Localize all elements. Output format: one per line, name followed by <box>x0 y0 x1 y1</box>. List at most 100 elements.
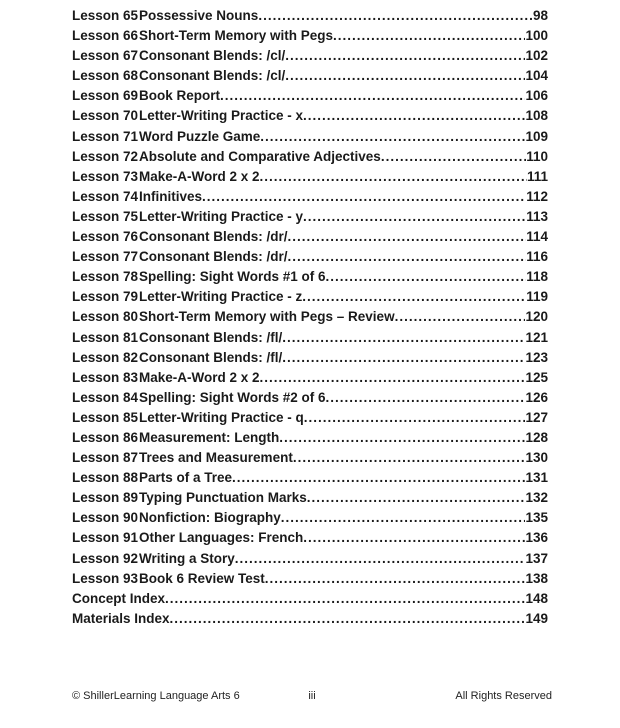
toc-entry: Lesson 87 Trees and Measurement 130 <box>72 450 548 470</box>
toc-entry-title: Concept Index <box>72 590 166 606</box>
toc-entry: Lesson 89 Typing Punctuation Marks 132 <box>72 490 548 510</box>
toc-entry-title: Possessive Nouns <box>139 8 259 23</box>
toc-entry: Concept Index 148 <box>72 591 548 611</box>
toc-leader-dots <box>288 229 527 244</box>
toc-entry-title: Infinitives <box>139 188 203 204</box>
toc-entry: Lesson 65 Possessive Nouns 98 <box>72 8 548 28</box>
footer-page-number: iii <box>308 690 316 702</box>
toc-entry: Lesson 73 Make-A-Word 2 x 2 111 <box>72 169 548 189</box>
toc-entry-title: Trees and Measurement <box>139 450 293 466</box>
toc-entry-title: Parts of a Tree <box>139 470 233 486</box>
toc-leader-dots <box>260 370 526 385</box>
toc-entry: Lesson 82 Consonant Blends: /fl/ 123 <box>72 350 548 370</box>
toc-leader-dots <box>395 309 526 324</box>
toc-entry: Lesson 76 Consonant Blends: /dr/ 114 <box>72 229 548 249</box>
toc-entry-lesson-label: Lesson 67 <box>72 48 139 64</box>
footer-rights: All Rights Reserved <box>455 690 552 702</box>
toc-entry-title: Spelling: Sight Words #1 of 6 <box>139 269 326 285</box>
toc-entry: Lesson 75 Letter-Writing Practice - y 11… <box>72 209 548 229</box>
toc-leader-dots <box>303 530 525 545</box>
toc-entry-lesson-label: Lesson 88 <box>72 470 139 486</box>
toc-entry-lesson-label: Lesson 74 <box>72 188 139 204</box>
toc-entry-page-number: 112 <box>526 188 548 204</box>
toc-entry-title: Consonant Blends: /cl/ <box>139 48 286 64</box>
toc-entry-title: Book 6 Review Test <box>139 570 265 586</box>
toc-leader-dots <box>288 249 527 264</box>
toc-entry-lesson-label: Lesson 92 <box>72 550 139 566</box>
toc-entry-lesson-label: Lesson 72 <box>72 148 139 164</box>
toc-leader-dots <box>303 209 526 224</box>
toc-entry-page-number: 111 <box>526 168 548 184</box>
toc-leader-dots <box>281 510 526 525</box>
toc-entry: Lesson 74 Infinitives 112 <box>72 189 548 209</box>
toc-entry: Lesson 69 Book Report 106 <box>72 88 548 108</box>
toc-leader-dots <box>165 591 525 606</box>
toc-entry: Lesson 79 Letter-Writing Practice - z 11… <box>72 289 548 309</box>
toc-entry-title: Typing Punctuation Marks <box>139 490 307 506</box>
toc-entry-title: Letter-Writing Practice - z <box>139 289 303 305</box>
toc-entry-lesson-label: Lesson 79 <box>72 289 139 305</box>
toc-leader-dots <box>303 108 525 123</box>
toc-entry: Lesson 72 Absolute and Comparative Adjec… <box>72 149 548 169</box>
toc-leader-dots <box>333 28 525 43</box>
toc-leader-dots <box>170 611 526 626</box>
toc-entry: Lesson 88 Parts of a Tree 131 <box>72 470 548 490</box>
toc-entry: Lesson 91 Other Languages: French 136 <box>72 530 548 550</box>
toc-entry-page-number: 102 <box>525 48 548 64</box>
toc-entry: Lesson 83 Make-A-Word 2 x 2 125 <box>72 370 548 390</box>
toc-entry-title: Consonant Blends: /dr/ <box>139 229 288 245</box>
toc-entry-page-number: 113 <box>526 208 548 224</box>
toc-entry-title: Nonfiction: Biography <box>139 510 281 526</box>
toc-leader-dots <box>326 390 526 405</box>
toc-entry-title: Spelling: Sight Words #2 of 6 <box>139 389 326 405</box>
toc-entry-page-number: 130 <box>525 450 548 466</box>
toc-entry-title: Consonant Blends: /dr/ <box>139 249 288 265</box>
toc-entry: Lesson 78 Spelling: Sight Words #1 of 6 … <box>72 269 548 289</box>
toc-entry: Lesson 80 Short-Term Memory with Pegs – … <box>72 309 548 329</box>
toc-leader-dots <box>232 470 525 485</box>
toc-entry-title: Measurement: Length <box>139 429 280 445</box>
toc-entry-page-number: 118 <box>526 269 548 285</box>
toc-entry-title: Book Report <box>139 88 220 104</box>
toc-entry-page-number: 132 <box>525 490 548 506</box>
toc-leader-dots <box>285 48 525 63</box>
footer-copyright: © ShillerLearning Language Arts 6 <box>72 690 240 702</box>
toc-entry-lesson-label: Lesson 80 <box>72 309 139 325</box>
toc-entry-title: Letter-Writing Practice - y <box>139 208 304 224</box>
toc-entry-page-number: 131 <box>525 470 548 486</box>
toc-list: Lesson 65 Possessive Nouns 98 Lesson 66 … <box>72 8 548 631</box>
toc-entry-page-number: 120 <box>525 309 548 325</box>
toc-entry-lesson-label: Lesson 77 <box>72 249 139 265</box>
toc-entry: Lesson 77 Consonant Blends: /dr/ 116 <box>72 249 548 269</box>
toc-leader-dots <box>258 8 533 23</box>
toc-entry-title: Absolute and Comparative Adjectives <box>139 148 381 164</box>
toc-entry: Lesson 92 Writing a Story 137 <box>72 551 548 571</box>
toc-entry-lesson-label: Lesson 90 <box>72 510 139 526</box>
toc-leader-dots <box>279 430 525 445</box>
toc-entry-title: Consonant Blends: /fl/ <box>139 329 283 345</box>
toc-entry-page-number: 126 <box>525 389 548 405</box>
toc-entry-page-number: 121 <box>525 329 548 345</box>
toc-entry-title: Consonant Blends: /cl/ <box>139 68 286 84</box>
toc-leader-dots <box>282 330 525 345</box>
toc-entry-lesson-label: Lesson 66 <box>72 28 139 44</box>
toc-entry-title: Make-A-Word 2 x 2 <box>139 369 260 385</box>
toc-leader-dots <box>307 490 526 505</box>
toc-entry: Lesson 93 Book 6 Review Test 138 <box>72 571 548 591</box>
toc-entry-page-number: 98 <box>532 8 548 23</box>
toc-entry-page-number: 106 <box>525 88 548 104</box>
toc-entry-page-number: 135 <box>525 510 548 526</box>
toc-entry-title: Writing a Story <box>139 550 235 566</box>
toc-entry-title: Letter-Writing Practice - x <box>139 108 304 124</box>
toc-entry-title: Make-A-Word 2 x 2 <box>139 168 260 184</box>
toc-entry-lesson-label: Lesson 93 <box>72 570 139 586</box>
toc-entry-page-number: 110 <box>526 148 548 164</box>
toc-entry-title: Materials Index <box>72 610 170 626</box>
toc-entry: Lesson 81 Consonant Blends: /fl/ 121 <box>72 330 548 350</box>
toc-leader-dots <box>302 289 526 304</box>
toc-entry: Lesson 66 Short-Term Memory with Pegs 10… <box>72 28 548 48</box>
toc-entry: Materials Index 149 <box>72 611 548 631</box>
toc-entry-page-number: 127 <box>525 409 548 425</box>
toc-entry-title: Word Puzzle Game <box>139 128 261 144</box>
